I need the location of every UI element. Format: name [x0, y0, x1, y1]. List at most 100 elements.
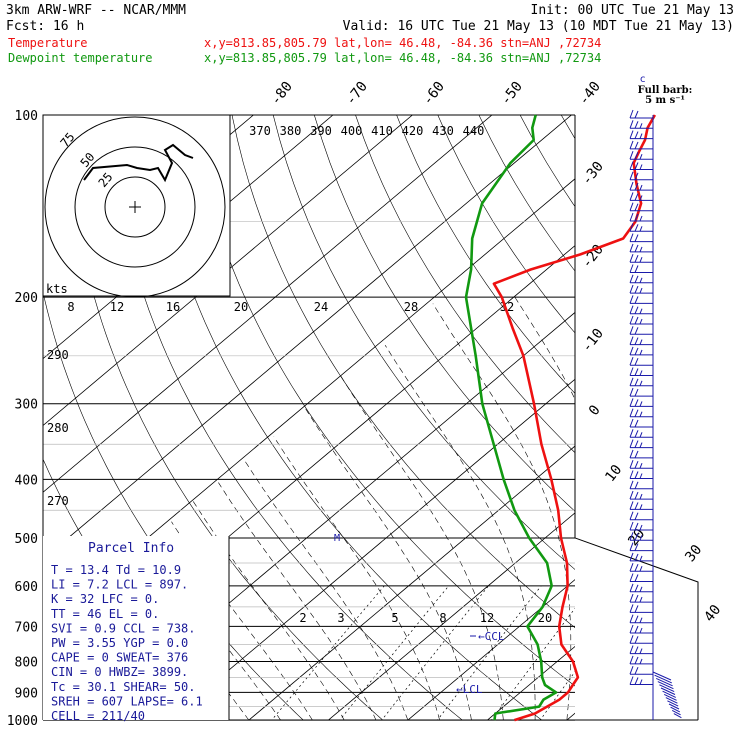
wind-barb-flag: [634, 203, 639, 211]
parcel-panel-bg: [43, 536, 229, 720]
barb-legend-unit: 5 m s⁻¹: [645, 95, 685, 106]
wind-barb-low: [652, 671, 672, 681]
wind-barb-flag: [629, 367, 634, 376]
parcel-info-row: Tc = 30.1 SHEAR= 50.: [51, 680, 196, 694]
wind-barb-flag: [629, 109, 634, 119]
wind-barb-flag: [629, 120, 634, 129]
wind-barb-flag: [634, 327, 639, 335]
wind-barb-flag: [634, 440, 639, 448]
dry-adiabat: [272, 115, 575, 570]
wind-barb-flag: [639, 195, 643, 201]
wind-barb-flag: [629, 336, 634, 345]
pressure-tick-label: 400: [15, 473, 38, 488]
wind-barb-flag: [634, 481, 639, 489]
isotherm-label: 40: [701, 602, 724, 625]
isotherm-line: [43, 115, 572, 560]
wind-barb-flag: [629, 460, 634, 469]
wind-barb-flag: [629, 583, 634, 592]
dry-adiabat: [108, 115, 463, 720]
wind-barb-flag: [634, 522, 639, 531]
pressure-tick-label: 300: [15, 398, 38, 413]
wind-barb-flag: [634, 141, 639, 150]
parcel-info-title: Parcel Info: [88, 541, 174, 556]
wind-barb-flag: [639, 442, 643, 448]
wind-barb-low: [660, 687, 676, 695]
wind-barb-low: [665, 697, 678, 704]
dry-adiabat: [149, 115, 543, 720]
wind-barb-flag: [639, 164, 643, 170]
isotherm-line: [631, 115, 740, 733]
wind-barb-low: [673, 713, 682, 719]
kts-tick-label: 24: [314, 300, 328, 314]
wind-barb-flag: [639, 401, 643, 407]
wind-barb-flag: [639, 370, 643, 376]
wind-barb-flag: [629, 635, 634, 644]
theta-e-label: 380: [280, 124, 302, 138]
wind-barb-flag: [634, 399, 639, 407]
mixing-ratio-line: [539, 671, 575, 720]
wind-barb-flag: [634, 543, 639, 551]
wind-barb-flag: [634, 388, 639, 397]
valid-time: Valid: 16 UTC Tue 21 May 13 (10 MDT Tue …: [343, 19, 734, 34]
wind-barb-flag: [634, 409, 639, 417]
parcel-info-row: CIN = 0 HWBZ= 3899.: [51, 665, 188, 679]
wind-barb-flag: [629, 284, 634, 294]
wind-barb-flag: [639, 596, 643, 603]
kts-tick-label: 12: [110, 300, 124, 314]
wind-barb-flag: [629, 563, 634, 572]
wind-barb-flag: [629, 202, 634, 211]
dewpoint-station-info: x,y=813.85,805.79 lat,lon= 46.48, -84.36…: [204, 51, 601, 65]
wind-barb-flag: [639, 184, 643, 191]
mixing-ratio-label: 3: [337, 611, 344, 625]
wind-barb-flag: [634, 564, 639, 572]
pressure-tick-label: 900: [15, 686, 38, 701]
wind-barb-flag: [639, 133, 643, 139]
dry-adiabat: [396, 115, 575, 394]
wind-barb-flag: [629, 192, 634, 201]
wind-barb-flag: [634, 193, 639, 201]
parcel-info-row: K = 32 LFC = 0.: [51, 592, 159, 606]
dry-adiabat-label: 280: [47, 421, 69, 435]
wind-barb-flag: [634, 636, 639, 644]
isotherm-label: -80: [268, 79, 296, 109]
parcel-info-panel: Parcel Info T = 13.4 Td = 10.9LI = 7.2 LC…: [43, 536, 230, 723]
wind-barb-flag: [634, 491, 639, 500]
wind-barb-flag: [629, 408, 634, 417]
wind-barb-low: [668, 703, 680, 710]
wind-barb-flag: [629, 295, 634, 304]
wind-barb-low: [667, 700, 679, 707]
wind-barb-flag: [634, 378, 639, 386]
wind-barb-flag: [629, 573, 634, 582]
wind-barb-flag: [629, 140, 634, 150]
level-marker: M: [334, 533, 340, 544]
isotherm-line: [407, 579, 575, 720]
wind-barb-flag: [634, 172, 639, 180]
isotherm-label: -40: [576, 79, 604, 109]
moist-adiabat: [662, 297, 727, 720]
dry-adiabat: [726, 115, 740, 733]
kts-tick-label: 8: [67, 300, 74, 314]
isotherm-label: -30: [579, 159, 607, 189]
wind-barb-flag: [634, 646, 639, 654]
wind-barb-flag: [639, 226, 643, 232]
wind-barb-flag: [634, 419, 639, 428]
mixing-ratio-line: [437, 585, 542, 720]
wind-barb-flag: [639, 504, 643, 510]
mixing-ratio-label: 8: [439, 611, 446, 625]
wind-barb-flag: [629, 418, 634, 428]
wind-barb-flag: [629, 315, 634, 325]
isotherm-line: [486, 645, 575, 720]
isotherm-label: 10: [602, 462, 625, 485]
wind-barb-flag: [639, 555, 643, 562]
wind-barb-flag: [634, 306, 639, 314]
dewpoint-legend: Dewpoint temperature: [8, 51, 153, 65]
isotherm-label: 0: [586, 402, 604, 418]
wind-barb-flag: [634, 461, 639, 469]
isotherm-line: [43, 115, 413, 426]
theta-e-label: 370: [249, 124, 271, 138]
dry-adiabat: [314, 115, 575, 512]
hodograph-ring: [104, 176, 166, 238]
wind-barb-low: [657, 681, 674, 690]
wind-barb-flag: [639, 566, 643, 572]
